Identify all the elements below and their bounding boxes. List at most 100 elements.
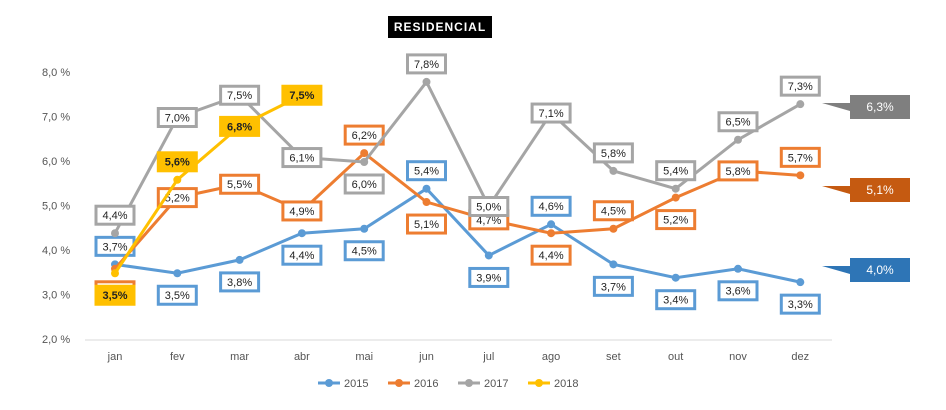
- y-tick-label: 6,0 %: [42, 156, 70, 168]
- value-label: 4,5%: [601, 206, 626, 218]
- data-point: [734, 135, 742, 144]
- value-label-box: [281, 244, 323, 266]
- data-point: [235, 255, 244, 264]
- value-label: 4,7%: [476, 215, 501, 227]
- callout-label: 6,3%: [866, 100, 894, 114]
- callout-label: 4,0%: [866, 263, 894, 277]
- value-label-box: [219, 115, 261, 137]
- legend-marker: [325, 379, 333, 387]
- data-point: [609, 224, 618, 233]
- series: 4,4% 7,0% 7,5% 6,1% 6,0% 7,8% 5,0% 7,1% 5,8% 5,4%…: [94, 53, 821, 238]
- series: 3,7% 3,5% 3,8% 4,4% 4,5% 5,4% 3,9% 4,6% 3,7% 3,4%…: [94, 160, 821, 315]
- data-point: [671, 273, 680, 282]
- data-point: [422, 184, 431, 193]
- value-label: 4,9%: [289, 206, 314, 218]
- y-tick-label: 7,0 %: [42, 111, 70, 123]
- value-label: 5,5%: [227, 179, 252, 191]
- value-label-box: [219, 271, 261, 293]
- value-label: 4,4%: [289, 250, 314, 262]
- data-point: [173, 269, 182, 278]
- data-point: [297, 229, 306, 238]
- data-point: [796, 171, 805, 180]
- value-label: 4,4%: [102, 210, 127, 222]
- x-tick-label: ago: [542, 351, 560, 363]
- data-point: [422, 198, 431, 207]
- data-point: [609, 166, 618, 175]
- data-point: [547, 220, 556, 229]
- value-label: 6,5%: [725, 117, 750, 129]
- data-point: [609, 260, 618, 269]
- value-label-box: [343, 240, 385, 262]
- value-label: 5,1%: [414, 219, 439, 231]
- value-label-box: [655, 209, 697, 231]
- value-label: 3,9%: [476, 272, 501, 284]
- legend-label: 2015: [344, 378, 368, 390]
- value-label-box: [281, 200, 323, 222]
- value-label-box: [717, 160, 759, 182]
- data-point: [796, 278, 805, 287]
- data-point: [111, 229, 119, 238]
- value-label: 6,2%: [352, 130, 377, 142]
- value-label: 3,7%: [102, 241, 127, 253]
- value-label: 3,3%: [788, 299, 813, 311]
- value-label-box: [343, 173, 385, 195]
- legend-label: 2017: [484, 378, 508, 390]
- value-label-box: [406, 53, 447, 75]
- value-label-box: [281, 147, 323, 169]
- value-label-box: [530, 195, 572, 217]
- data-point: [796, 100, 805, 109]
- data-point: [547, 229, 556, 238]
- x-tick-label: jun: [418, 351, 434, 363]
- value-label: 5,2%: [663, 215, 688, 227]
- title-background: [388, 16, 492, 38]
- value-label-box: [343, 124, 385, 146]
- y-tick-label: 4,0 %: [42, 245, 70, 257]
- value-label: 3,5%: [102, 290, 127, 302]
- value-label: 3,4%: [663, 295, 688, 307]
- value-label-box: [406, 160, 447, 182]
- callout: [822, 178, 910, 202]
- value-label: 7,8%: [414, 59, 439, 71]
- data-point: [360, 149, 369, 158]
- value-label: 7,5%: [289, 90, 314, 102]
- value-label-box: [779, 75, 821, 97]
- value-label-box: [592, 275, 634, 297]
- value-label: 5,2%: [165, 193, 190, 205]
- value-label-box: [219, 173, 261, 195]
- value-label-box: [655, 160, 697, 182]
- value-label: 5,0%: [476, 201, 501, 213]
- callout-label: 5,1%: [866, 183, 894, 197]
- series-line: [114, 186, 801, 284]
- x-tick-label: abr: [294, 351, 310, 363]
- y-tick-label: 8,0 %: [42, 67, 70, 79]
- value-label-box: [156, 107, 198, 128]
- value-label: 7,1%: [539, 108, 564, 120]
- value-label-box: [779, 146, 821, 168]
- value-label-box: [530, 102, 572, 124]
- x-tick-label: jul: [482, 351, 494, 363]
- data-point: [734, 264, 742, 273]
- y-tick-label: 3,0 %: [42, 289, 70, 301]
- legend-marker: [395, 379, 403, 387]
- value-label: 7,0%: [165, 112, 190, 124]
- series: 3,5% 5,6% 6,8% 7,5%: [94, 84, 323, 306]
- value-label-box: [94, 204, 136, 226]
- chart-title: RESIDENCIAL: [394, 20, 486, 34]
- value-label-box: [717, 280, 759, 302]
- value-label-box: [468, 196, 510, 217]
- value-label: 5,4%: [663, 166, 688, 178]
- data-point: [671, 193, 680, 202]
- series-line: [113, 93, 303, 275]
- value-label-box: [156, 284, 198, 306]
- x-tick-label: jan: [107, 351, 123, 363]
- x-tick-label: nov: [729, 351, 747, 363]
- data-point: [422, 77, 431, 86]
- x-tick-label: set: [606, 351, 621, 363]
- legend-marker: [535, 379, 543, 387]
- value-label-box: [779, 293, 821, 315]
- data-point: [173, 175, 182, 184]
- value-label: 4,4%: [539, 250, 564, 262]
- x-tick-label: dez: [791, 351, 809, 363]
- y-tick-label: 5,0 %: [42, 200, 70, 212]
